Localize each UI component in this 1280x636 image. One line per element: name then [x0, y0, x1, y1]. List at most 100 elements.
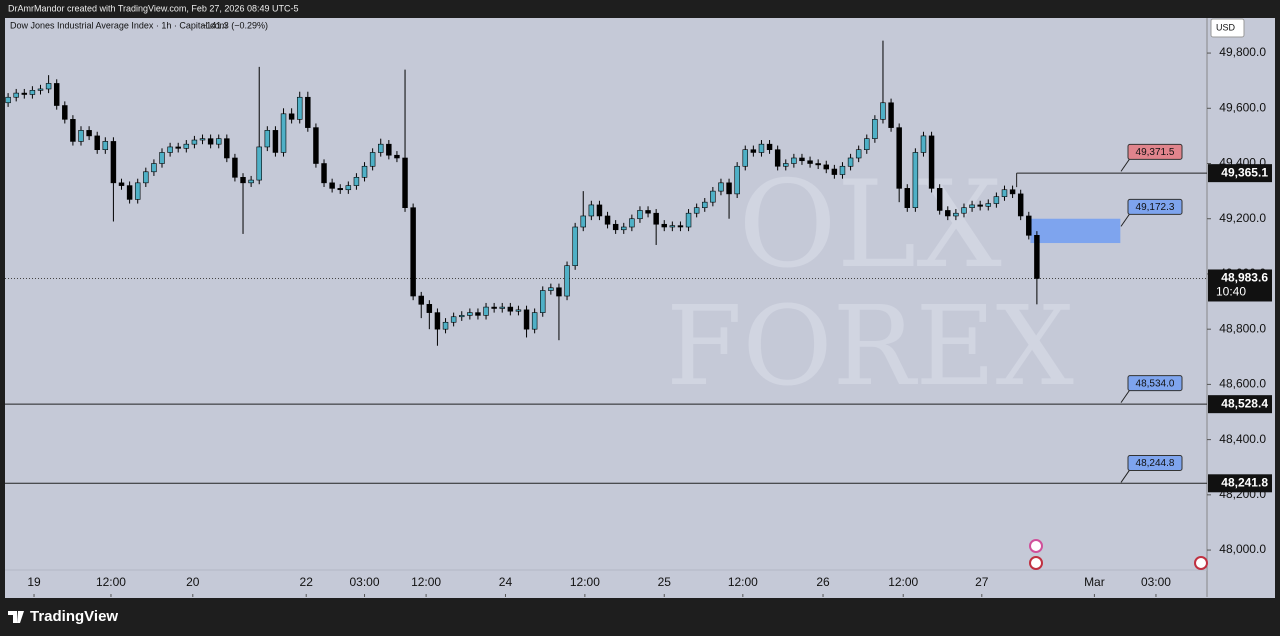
candle-body [904, 188, 911, 208]
callout-leader [1120, 213, 1131, 227]
candle-body [556, 287, 562, 297]
candle-body [677, 225, 684, 228]
candle-body [45, 83, 52, 90]
candle-body [402, 157, 408, 208]
callout-box [1127, 143, 1183, 160]
candle-body [13, 92, 19, 98]
candle-body [702, 201, 708, 208]
candle-body [839, 165, 846, 175]
candle-body [337, 188, 343, 191]
candle-body [232, 157, 238, 178]
candle-body [78, 130, 84, 142]
candle-body [1034, 234, 1040, 279]
candle-body [969, 204, 975, 208]
candle-body [604, 215, 611, 225]
candle-body [110, 141, 117, 184]
candle-body [118, 182, 125, 186]
y-tick-label: 48,000.0 [1219, 542, 1266, 556]
callout-label: 49,371.5 [1136, 147, 1175, 158]
candle-body [459, 315, 465, 318]
candle-body [70, 119, 76, 142]
price-line-label: 49,365.1 [1221, 165, 1268, 179]
x-tick-label: 22 [300, 575, 314, 589]
candle-body [183, 143, 190, 149]
candle-body [175, 146, 181, 149]
candle-body [912, 152, 919, 208]
x-tick-label: 12:00 [888, 575, 918, 589]
candle-body [612, 223, 619, 231]
candle-body [645, 210, 651, 214]
candle-body [442, 321, 449, 330]
candle-body [1009, 189, 1016, 195]
candle-body [29, 90, 36, 95]
candle-body [750, 149, 757, 153]
candle-body [588, 204, 595, 217]
candle-body [629, 218, 635, 228]
candle-body [953, 212, 959, 217]
candle-body [491, 306, 497, 309]
candle-body [151, 163, 157, 173]
candle-body [499, 306, 505, 309]
callout-label: 48,244.8 [1136, 458, 1175, 469]
currency: USD [1216, 22, 1236, 32]
candle-body [831, 168, 838, 175]
candle-body [896, 127, 902, 189]
candle-body [248, 179, 254, 184]
candle-body [134, 182, 141, 200]
legend-title: Dow Jones Industrial Average Index · 1h … [10, 20, 227, 30]
candle-body [872, 119, 878, 139]
candle-body [1026, 215, 1032, 236]
candle-body [418, 295, 424, 305]
candle-body [386, 143, 392, 156]
candle-body [313, 127, 319, 164]
candle-body [548, 287, 554, 291]
callout-leader [1120, 389, 1131, 403]
candle-body [53, 83, 60, 106]
legend-change: −141.3 (−0.29%) [201, 20, 268, 30]
candle-body [653, 212, 659, 225]
candle-body [256, 146, 262, 181]
candle-body [5, 96, 11, 104]
candle-body [207, 138, 214, 145]
callout-label: 49,172.3 [1136, 202, 1175, 213]
candle-body [467, 312, 473, 316]
callout-box [1127, 198, 1183, 215]
candle-body [523, 309, 530, 330]
candle-body [774, 149, 781, 167]
candle-body [977, 204, 983, 207]
candle-body [928, 135, 935, 189]
x-tick-label: 03:00 [1141, 575, 1171, 589]
candle-body [993, 196, 1000, 204]
candle-body [361, 165, 368, 178]
y-tick-label: 48,800.0 [1219, 321, 1266, 335]
candle-body [483, 306, 489, 316]
candle-body [572, 226, 578, 266]
candle-body [799, 157, 805, 162]
candle-body [880, 102, 886, 120]
candle-body [305, 96, 311, 128]
candle-body [296, 96, 303, 120]
candle-body [240, 177, 246, 184]
candle-body [507, 306, 514, 312]
candle-body [742, 149, 748, 167]
x-tick-label: 24 [499, 575, 513, 589]
candle-body [693, 207, 700, 214]
candle-body [791, 157, 797, 164]
currency-box [1210, 18, 1245, 38]
candle-body [847, 157, 854, 167]
candle-body [815, 163, 821, 166]
event-icon [1029, 539, 1043, 553]
candle-body [86, 130, 92, 137]
candle-body [321, 163, 327, 184]
callout-leader [1120, 469, 1131, 483]
candle-body [515, 309, 522, 312]
zone [1030, 218, 1121, 244]
x-tick-label: Mar [1084, 575, 1105, 589]
candle-body [823, 164, 829, 170]
candle-body [985, 203, 992, 207]
candle-body [280, 113, 287, 153]
watermark: OLX [738, 156, 1002, 295]
candle-body [426, 304, 433, 313]
